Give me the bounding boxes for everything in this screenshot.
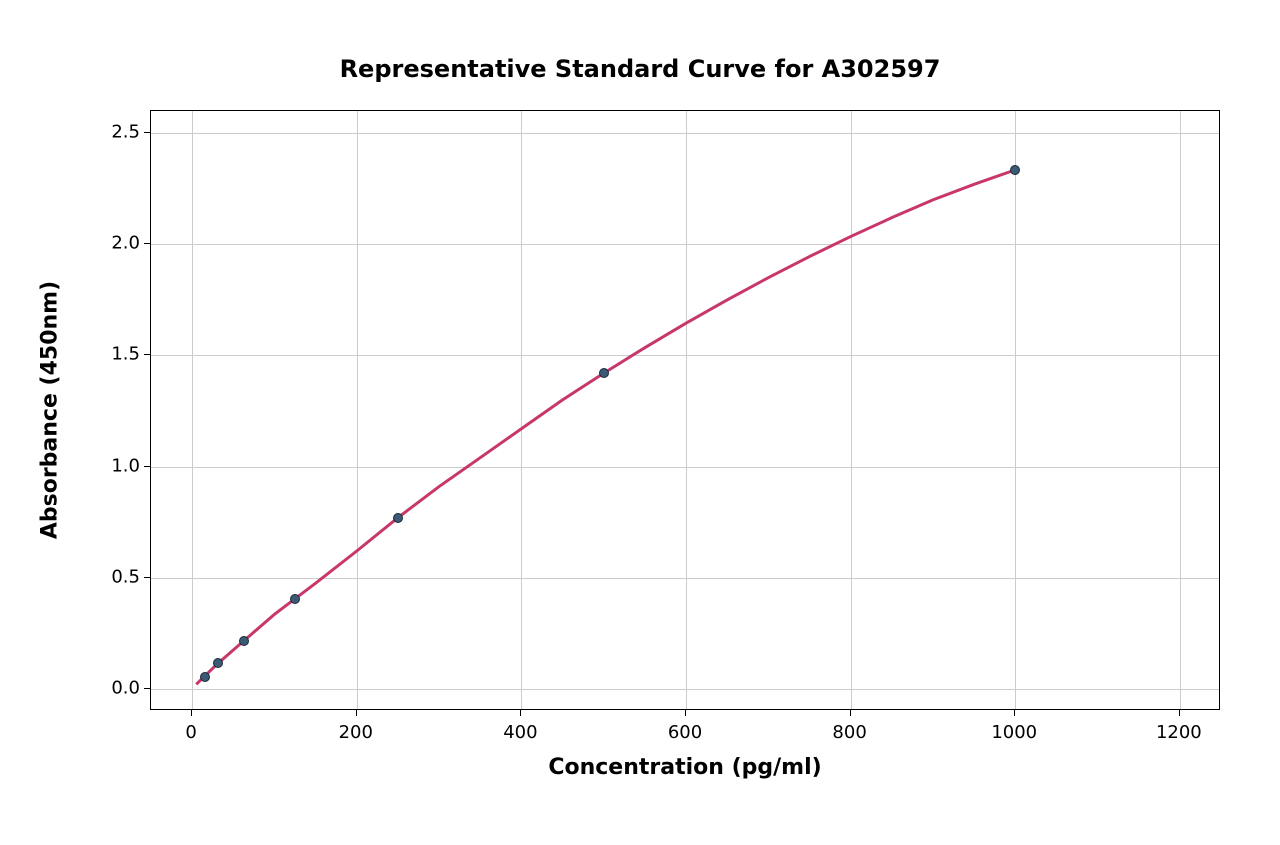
- data-marker: [599, 368, 609, 378]
- chart-container: Representative Standard Curve for A30259…: [0, 0, 1280, 845]
- y-tick-label: 2.5: [105, 122, 140, 143]
- y-axis-label: Absorbance (450nm): [38, 281, 63, 539]
- y-tick-mark: [144, 688, 150, 689]
- data-marker: [290, 594, 300, 604]
- x-tick-label: 1000: [991, 722, 1037, 743]
- x-tick-label: 1200: [1156, 722, 1202, 743]
- chart-title: Representative Standard Curve for A30259…: [0, 55, 1280, 83]
- x-tick-label: 800: [832, 722, 866, 743]
- data-marker: [393, 513, 403, 523]
- y-tick-label: 0.5: [105, 566, 140, 587]
- x-tick-mark: [850, 710, 851, 716]
- x-tick-mark: [191, 710, 192, 716]
- data-marker: [1010, 165, 1020, 175]
- x-tick-mark: [520, 710, 521, 716]
- y-tick-label: 2.0: [105, 233, 140, 254]
- y-tick-mark: [144, 577, 150, 578]
- y-tick-label: 1.0: [105, 455, 140, 476]
- x-tick-label: 400: [503, 722, 537, 743]
- x-tick-label: 600: [668, 722, 702, 743]
- data-marker: [213, 658, 223, 668]
- curve-line: [151, 111, 1219, 709]
- x-tick-label: 0: [185, 722, 196, 743]
- plot-area: [150, 110, 1220, 710]
- y-tick-mark: [144, 466, 150, 467]
- x-tick-label: 200: [339, 722, 373, 743]
- data-marker: [200, 672, 210, 682]
- x-tick-mark: [1014, 710, 1015, 716]
- data-marker: [239, 636, 249, 646]
- x-tick-mark: [1179, 710, 1180, 716]
- x-tick-mark: [685, 710, 686, 716]
- y-tick-mark: [144, 243, 150, 244]
- x-tick-mark: [356, 710, 357, 716]
- y-tick-label: 1.5: [105, 344, 140, 365]
- y-tick-label: 0.0: [105, 677, 140, 698]
- x-axis-label: Concentration (pg/ml): [548, 755, 821, 780]
- y-tick-mark: [144, 354, 150, 355]
- y-tick-mark: [144, 132, 150, 133]
